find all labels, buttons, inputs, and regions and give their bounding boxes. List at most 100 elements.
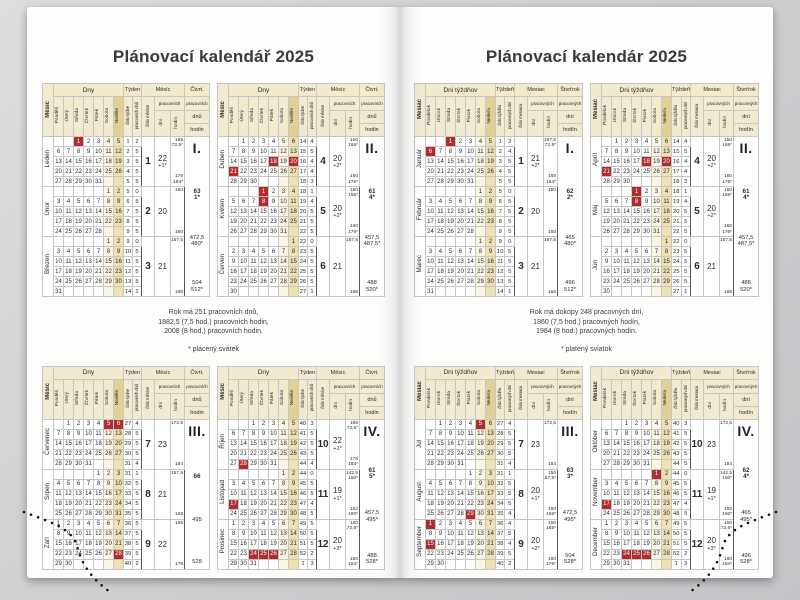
empty-day-cell: [611, 186, 622, 197]
week-number-cell: 22: [298, 236, 308, 247]
week-workdays-cell: 0: [504, 236, 515, 247]
day-cell: 31: [83, 458, 94, 470]
week-number-cell: 40: [494, 558, 506, 570]
week-number-cell: 48: [298, 508, 308, 520]
empty-day-cell: [278, 236, 289, 247]
day-cell: 11: [63, 256, 74, 267]
day-cell: 22: [53, 548, 64, 560]
day-cell: 5: [278, 136, 289, 147]
quarter-workdays: 62 4*: [742, 467, 750, 481]
week-number-cell: 52: [298, 548, 308, 560]
empty-day-cell: [434, 468, 446, 480]
quarter-table: Měsíc Dny Týden Měsíc Čtvrt. Pondělí Úterý Stře…: [217, 83, 385, 297]
day-cell: 26: [651, 166, 662, 177]
empty-day-cell: [484, 558, 496, 570]
week-workdays-cell: 5: [132, 146, 142, 157]
week-number-cell: 37: [494, 528, 506, 540]
quarter-workdays: 66: [193, 473, 201, 481]
holiday-day-cell: 24: [621, 548, 632, 560]
empty-day-cell: [474, 458, 486, 470]
day-cell: 20: [444, 498, 456, 510]
year-summary: Rok má 251 pracovních dnů, 1882,5 (7,5 h…: [40, 308, 387, 337]
week-number-cell: 27: [494, 418, 506, 430]
week-number-cell: 40: [671, 418, 682, 430]
week-workdays-cell: 5: [504, 488, 515, 500]
empty-day-cell: [278, 176, 289, 187]
day-cell: 12: [661, 428, 672, 440]
day-cell: 22: [103, 266, 114, 277]
day-cell: 8: [93, 478, 104, 490]
day-cell: 24: [484, 498, 496, 510]
week-workdays-cell: 5: [504, 448, 515, 460]
empty-day-cell: [103, 286, 114, 297]
month-hours-8: 184: [174, 462, 183, 468]
day-cell: 26: [484, 166, 496, 177]
quarter-working-label: pracovních: [359, 378, 385, 394]
month-group-header: Mesiac: [690, 365, 735, 380]
week-workdays-cell: 2: [680, 548, 692, 560]
empty-day-cell: [631, 558, 642, 570]
empty-day-cell: [73, 286, 84, 297]
week-number-cell: 14: [298, 136, 308, 147]
day-cell: 12: [601, 206, 612, 217]
day-cell: 19: [278, 156, 289, 167]
empty-day-cell: [424, 136, 436, 147]
week-number-cell: 9: [123, 236, 133, 247]
day-cell: 21: [63, 166, 74, 177]
month-workdays: 23: [703, 418, 721, 470]
day-cell: 23: [601, 276, 612, 287]
month-workdays: 20 +2*: [703, 186, 721, 237]
week-workdays-cell: 5: [307, 528, 317, 540]
day-cell: 14: [288, 528, 299, 540]
day-cell: 23: [73, 448, 84, 460]
month-hours-8: 160 176*: [722, 174, 733, 185]
day-name-header: Utorok: [611, 378, 622, 420]
week-workdays-cell: 3: [680, 418, 692, 430]
quarter-hours-header: hodin: [359, 405, 385, 420]
quarter-summary: IV. 62 4* 465 495* 496 528*: [733, 418, 760, 570]
holiday-day-cell: 25: [631, 548, 642, 560]
week-number-cell: 11: [123, 256, 133, 267]
quarter-group-header: Čtvrt.: [184, 83, 210, 97]
day-cell: 15: [278, 488, 289, 500]
day-cell: 30: [113, 276, 124, 287]
month-hours-75: 157,5: [543, 238, 557, 243]
days-group-header: Dni týždňov: [601, 83, 672, 97]
day-cell: 22: [464, 498, 476, 510]
day-cell: 22: [238, 166, 249, 177]
day-cell: 16: [611, 538, 622, 550]
week-number-cell: 34: [123, 498, 133, 510]
day-cell: 22: [474, 216, 486, 227]
day-cell: 12: [228, 206, 239, 217]
day-cell: 4: [631, 518, 642, 530]
day-cell: 3: [651, 186, 662, 197]
week-workdays-cell: 5: [307, 276, 317, 287]
empty-day-cell: [454, 236, 466, 247]
day-cell: 26: [601, 226, 612, 237]
day-cell: 15: [73, 156, 84, 167]
day-cell: 24: [278, 216, 289, 227]
day-cell: 25: [621, 276, 632, 287]
day-cell: 28: [63, 176, 74, 187]
day-cell: 16: [258, 438, 269, 450]
day-cell: 16: [444, 438, 456, 450]
day-cell: 10: [454, 428, 466, 440]
day-cell: 19: [268, 538, 279, 550]
day-cell: 15: [248, 438, 259, 450]
day-cell: 24: [464, 166, 476, 177]
day-cell: 29: [424, 558, 436, 570]
working-label: pracovných: [527, 378, 558, 394]
day-cell: 29: [238, 176, 249, 187]
empty-day-cell: [641, 286, 652, 297]
week-number-cell: 51: [298, 538, 308, 550]
week-number-cell: 19: [671, 196, 682, 207]
day-cell: 27: [641, 276, 652, 287]
day-cell: 12: [248, 488, 259, 500]
day-cell: 19: [434, 498, 446, 510]
month-hours-75: 150: [547, 188, 556, 193]
day-cell: 25: [434, 276, 446, 287]
day-cell: 15: [444, 156, 456, 167]
day-cell: 27: [454, 226, 466, 237]
empty-day-cell: [444, 236, 456, 247]
week-workdays-cell: 5: [504, 498, 515, 510]
